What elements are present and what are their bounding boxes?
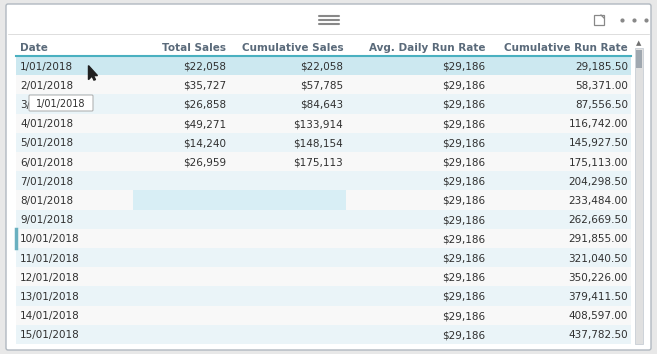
Text: $29,186: $29,186 — [443, 81, 486, 91]
Text: $29,186: $29,186 — [443, 138, 486, 148]
Text: 116,742.00: 116,742.00 — [568, 119, 628, 129]
Text: $29,186: $29,186 — [443, 273, 486, 283]
Text: $148,154: $148,154 — [294, 138, 344, 148]
FancyBboxPatch shape — [29, 95, 93, 111]
Text: 321,040.50: 321,040.50 — [568, 253, 628, 264]
Text: 5/01/2018: 5/01/2018 — [20, 138, 73, 148]
Text: 4/01/2018: 4/01/2018 — [20, 119, 73, 129]
Text: 14/01/2018: 14/01/2018 — [20, 311, 79, 321]
Bar — [16, 229, 631, 248]
Text: 9/01/2018: 9/01/2018 — [20, 215, 73, 225]
Text: $29,186: $29,186 — [443, 234, 486, 244]
Text: Cumulative Run Rate: Cumulative Run Rate — [505, 43, 628, 53]
Bar — [16, 190, 631, 210]
Text: $29,186: $29,186 — [443, 196, 486, 206]
Text: 6/01/2018: 6/01/2018 — [20, 158, 73, 167]
FancyBboxPatch shape — [6, 4, 651, 350]
Text: 29,185.50: 29,185.50 — [575, 62, 628, 72]
Bar — [16, 210, 631, 229]
Bar — [16, 56, 631, 75]
Text: Date: Date — [20, 43, 48, 53]
Text: 13/01/2018: 13/01/2018 — [20, 292, 79, 302]
Text: 1/01/2018: 1/01/2018 — [36, 99, 86, 109]
Text: $49,271: $49,271 — [183, 119, 227, 129]
Text: $133,914: $133,914 — [294, 119, 344, 129]
Text: $29,186: $29,186 — [443, 62, 486, 72]
Bar — [16, 325, 631, 344]
Bar — [133, 190, 346, 210]
Text: 175,113.00: 175,113.00 — [568, 158, 628, 167]
Bar — [16, 75, 631, 95]
Bar — [16, 286, 631, 306]
Text: $29,186: $29,186 — [443, 292, 486, 302]
Text: $22,058: $22,058 — [183, 62, 227, 72]
Bar — [16, 114, 631, 133]
Text: $14,240: $14,240 — [183, 138, 227, 148]
Text: 12/01/2018: 12/01/2018 — [20, 273, 79, 283]
Text: 10/01/2018: 10/01/2018 — [20, 234, 79, 244]
Text: 7/01/2018: 7/01/2018 — [20, 177, 73, 187]
Text: $26,959: $26,959 — [183, 158, 227, 167]
Bar — [16, 133, 631, 152]
Bar — [16, 152, 631, 171]
Text: $35,727: $35,727 — [183, 81, 227, 91]
Bar — [16, 248, 631, 267]
Text: 204,298.50: 204,298.50 — [568, 177, 628, 187]
Text: 379,411.50: 379,411.50 — [568, 292, 628, 302]
Text: 1/01/2018: 1/01/2018 — [20, 62, 73, 72]
Text: 437,782.50: 437,782.50 — [568, 330, 628, 340]
Text: Total Sales: Total Sales — [162, 43, 227, 53]
Text: $22,058: $22,058 — [300, 62, 344, 72]
Bar — [16, 95, 631, 114]
Bar — [16, 171, 631, 190]
Text: $29,186: $29,186 — [443, 158, 486, 167]
Text: $29,186: $29,186 — [443, 215, 486, 225]
Text: 408,597.00: 408,597.00 — [568, 311, 628, 321]
Text: $84,643: $84,643 — [300, 100, 344, 110]
Text: 262,669.50: 262,669.50 — [568, 215, 628, 225]
Text: 145,927.50: 145,927.50 — [568, 138, 628, 148]
Text: $26,858: $26,858 — [183, 100, 227, 110]
Text: $29,186: $29,186 — [443, 330, 486, 340]
Text: 15/01/2018: 15/01/2018 — [20, 330, 79, 340]
Text: 291,855.00: 291,855.00 — [568, 234, 628, 244]
Bar — [636, 50, 642, 68]
Text: $29,186: $29,186 — [443, 177, 486, 187]
Text: 87,556.50: 87,556.50 — [575, 100, 628, 110]
Text: $29,186: $29,186 — [443, 100, 486, 110]
Text: 11/01/2018: 11/01/2018 — [20, 253, 79, 264]
Text: 233,484.00: 233,484.00 — [568, 196, 628, 206]
Text: 3/01/2018: 3/01/2018 — [20, 100, 73, 110]
Text: 2/01/2018: 2/01/2018 — [20, 81, 73, 91]
Text: Avg. Daily Run Rate: Avg. Daily Run Rate — [369, 43, 486, 53]
Text: $175,113: $175,113 — [294, 158, 344, 167]
Text: $29,186: $29,186 — [443, 253, 486, 264]
Text: ▲: ▲ — [637, 40, 642, 46]
Text: 350,226.00: 350,226.00 — [568, 273, 628, 283]
Bar — [635, 48, 643, 344]
Text: Cumulative Sales: Cumulative Sales — [242, 43, 344, 53]
Bar — [16, 306, 631, 325]
Text: 8/01/2018: 8/01/2018 — [20, 196, 73, 206]
Polygon shape — [89, 65, 97, 80]
Text: $29,186: $29,186 — [443, 119, 486, 129]
Text: $29,186: $29,186 — [443, 311, 486, 321]
Bar — [594, 15, 604, 25]
Text: $57,785: $57,785 — [300, 81, 344, 91]
Text: 58,371.00: 58,371.00 — [575, 81, 628, 91]
Bar — [16, 267, 631, 286]
